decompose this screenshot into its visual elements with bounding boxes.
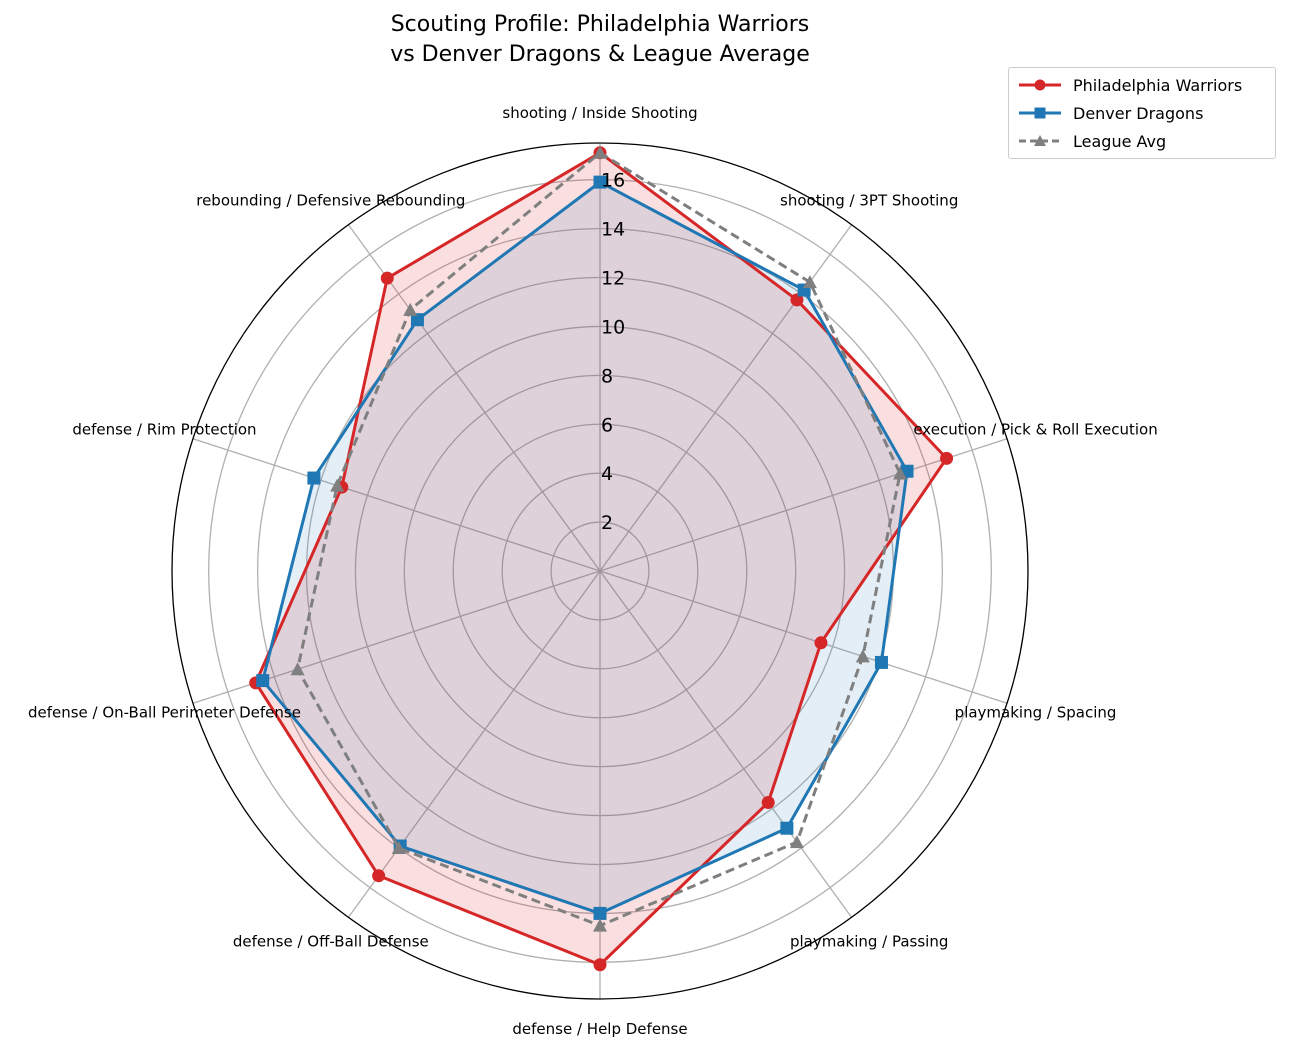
data-point-triangle [802, 275, 817, 289]
legend-item-denver: Denver Dragons [1017, 100, 1203, 126]
data-point-triangle [330, 478, 345, 492]
category-label: execution / Pick & Roll Execution [913, 420, 1157, 438]
outer-frame [171, 142, 1029, 1000]
data-point-square [410, 313, 424, 327]
legend-label: League Avg [1073, 131, 1167, 151]
data-point-square [256, 674, 270, 688]
data-point-triangle [403, 302, 418, 316]
data-point-triangle [391, 841, 406, 855]
legend-marker-triangle [1019, 135, 1061, 146]
data-point-triangle [593, 918, 607, 932]
legend-label: Philadelphia Warriors [1073, 75, 1243, 95]
grid-spoke [192, 438, 601, 572]
legend-marker-circle [1019, 79, 1061, 91]
data-point-triangle [290, 662, 305, 676]
radial-tick-label: 8 [601, 365, 613, 387]
category-label: shooting / 3PT Shooting [780, 192, 958, 210]
category-label: rebounding / Defensive Rebounding [196, 192, 465, 210]
radial-tick-label: 12 [601, 268, 625, 290]
radial-tick-label: 6 [601, 414, 613, 436]
radial-tick-label: 14 [601, 219, 625, 241]
category-label: defense / Off-Ball Defense [233, 932, 429, 950]
category-label: playmaking / Passing [790, 932, 948, 950]
data-point-square [307, 471, 321, 485]
grid-spoke [599, 570, 853, 918]
series-fill-0 [255, 152, 947, 965]
data-point-triangle [893, 466, 908, 480]
data-point-circle [372, 869, 386, 883]
data-point-circle [790, 293, 804, 307]
radial-tick-label: 16 [601, 170, 625, 192]
radial-tick-label: 2 [601, 512, 613, 534]
radial-tick-label: 4 [601, 463, 613, 485]
legend-marker-square [1019, 107, 1061, 119]
data-point-square [593, 175, 607, 189]
data-point-square [593, 906, 607, 920]
chart-title: Scouting Profile: Philadelphia Warriors … [0, 10, 1200, 70]
data-point-square [780, 821, 794, 835]
data-point-circle [814, 636, 828, 650]
grid-spoke [347, 570, 601, 918]
data-point-triangle [593, 145, 607, 159]
data-point-circle [940, 451, 954, 465]
legend-item-philadelphia: Philadelphia Warriors [1017, 72, 1242, 98]
data-point-circle [761, 795, 775, 809]
grid-spoke [599, 570, 1008, 704]
series-fill-1 [262, 182, 908, 914]
data-point-circle [593, 958, 607, 972]
category-label: defense / On-Ball Perimeter Defense [28, 704, 301, 722]
data-point-triangle [855, 649, 870, 663]
category-label: playmaking / Spacing [955, 704, 1117, 722]
category-label: defense / Help Defense [512, 1020, 687, 1038]
legend: Philadelphia Warriors Denver Dragons Lea… [1008, 67, 1276, 159]
chart-title-line-1: Scouting Profile: Philadelphia Warriors [390, 12, 810, 37]
legend-item-league-avg: League Avg [1017, 128, 1166, 154]
chart-title-line-2: vs Denver Dragons & League Average [390, 42, 810, 67]
data-point-circle [380, 271, 394, 285]
data-point-triangle [789, 835, 804, 849]
grid-spoke [599, 438, 1008, 572]
radial-tick-label: 10 [601, 316, 625, 338]
category-label: shooting / Inside Shooting [502, 104, 697, 122]
data-point-square [874, 655, 888, 669]
legend-label: Denver Dragons [1073, 103, 1204, 123]
category-label: defense / Rim Protection [72, 420, 256, 438]
